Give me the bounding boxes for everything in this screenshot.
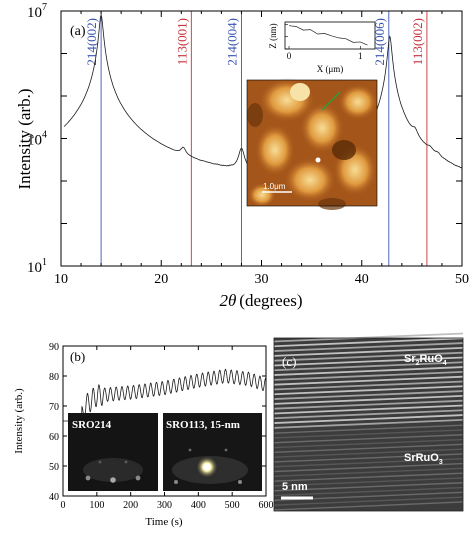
fringe [273, 418, 464, 429]
panel-b-ylabel: Intensity (arb.) [13, 388, 25, 454]
rheed-inset-sro214 [68, 413, 158, 491]
x-tick-label: 40 [355, 272, 369, 287]
panel-b-trace [63, 368, 266, 485]
x-tick-label: 200 [123, 500, 138, 511]
fringe [273, 399, 464, 410]
panel-b-xlabel: Time (s) [145, 516, 183, 528]
fringe [273, 332, 464, 343]
afm-image [246, 78, 378, 210]
fringe [273, 356, 464, 367]
fringe [273, 414, 464, 424]
profile-x-tick-label: 0 [287, 51, 292, 61]
panel-a-xlabel: 2θ (degrees) [219, 291, 302, 310]
fringe [273, 458, 464, 468]
fringe [273, 448, 464, 458]
panel-a-label: (a) [70, 24, 86, 39]
panel-a-markers: 214(002) 113(001) 214(004) 214(006) 113(002) [84, 11, 428, 266]
fringe [273, 409, 464, 420]
x-tick-label: 400 [191, 500, 206, 511]
fringe [273, 351, 464, 362]
y-tick-label: 90 [49, 342, 59, 353]
panel-c: (c) Sr2RuO4 SrRuO3 5 nm [273, 332, 464, 512]
panel-c-label: (c) [282, 354, 296, 369]
fringe [273, 501, 464, 511]
y-tick-label: 70 [49, 402, 59, 413]
panel-b: SRO214 SRO113, 15-nm 0 100 200 300 400 500 600… [13, 342, 274, 528]
fringe [273, 434, 464, 444]
tem-scalebar-label: 5 nm [282, 481, 308, 493]
fringe [273, 394, 464, 405]
fringe [273, 342, 464, 352]
fringe [273, 472, 464, 482]
x-tick-label: 10 [54, 272, 68, 287]
fringe [273, 361, 464, 372]
marker-label: 214(004) [224, 18, 239, 66]
y-tick-label: 107 [27, 2, 47, 21]
marker-label: 214(006) [372, 18, 387, 66]
fringe [273, 467, 464, 478]
fringe [273, 486, 464, 497]
fringe [273, 390, 464, 400]
tem-label-srruo3: SrRuO3 [404, 452, 443, 466]
fringe [273, 337, 464, 348]
panel-a: 214(002) 113(001) 214(004) 214(006) 113(002)… [15, 2, 469, 310]
y-tick-label: 50 [49, 462, 59, 473]
panel-b-ticks: 0 100 200 300 400 500 600 40 50 60 70 80 90 [49, 342, 274, 511]
x-tick-label: 300 [157, 500, 172, 511]
x-tick-label: 50 [455, 272, 469, 287]
fringe [273, 366, 464, 376]
fringe [273, 496, 464, 506]
x-tick-label: 600 [259, 500, 274, 511]
fringe [273, 477, 464, 487]
profile-ylabel: Z (nm) [268, 23, 278, 48]
panel-b-label: (b) [70, 349, 85, 364]
fringe [273, 385, 464, 396]
fringe [273, 453, 464, 463]
fringe [273, 375, 464, 386]
rheed-inset-sro113 [163, 413, 262, 491]
x-tick-label: 20 [154, 272, 168, 287]
fringe [273, 482, 464, 492]
tem-label-sr2ruo4: Sr2RuO4 [404, 353, 447, 367]
fringe [273, 404, 464, 415]
profile-x-tick-label: 1 [358, 51, 363, 61]
afm-scalebar-label: 1.0μm [263, 182, 286, 191]
x-tick-label: 100 [89, 500, 104, 511]
fringe [273, 438, 464, 449]
rheed-inset-sro113-label: SRO113, 15-nm [166, 419, 240, 431]
panel-a-ylabel: Intensity (arb.) [15, 88, 34, 189]
marker-label: 113(001) [174, 18, 189, 65]
marker-label: 113(002) [410, 18, 425, 65]
y-tick-label: 40 [49, 492, 59, 503]
rheed-inset-sro214-label: SRO214 [72, 419, 112, 431]
profile-xlabel: X (μm) [317, 64, 344, 74]
fringe [273, 429, 464, 439]
x-tick-label: 500 [225, 500, 240, 511]
tem-lattice-fringes [273, 332, 464, 511]
x-tick-label: 0 [61, 500, 66, 511]
fringe [273, 443, 464, 454]
x-tick-label: 30 [255, 272, 269, 287]
fringe [273, 462, 464, 473]
fringe [273, 424, 464, 434]
y-tick-label: 80 [49, 372, 59, 383]
fringe [273, 380, 464, 391]
y-tick-label: 104 [27, 130, 47, 149]
fringe [273, 346, 464, 357]
profile-trace [288, 25, 368, 46]
fringe [273, 370, 464, 381]
y-tick-label: 60 [49, 432, 59, 443]
marker-label: 214(002) [84, 18, 99, 66]
y-tick-label: 101 [27, 257, 47, 276]
